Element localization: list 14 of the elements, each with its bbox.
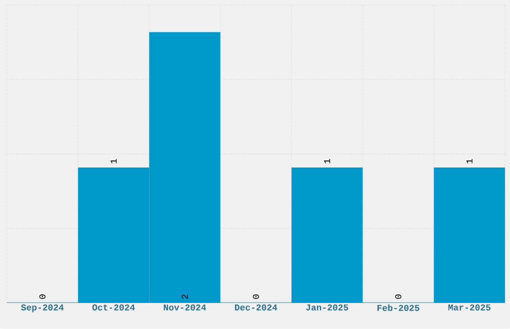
x-tick-label: Sep-2024 <box>21 304 64 312</box>
x-tick-label: Oct-2024 <box>92 304 135 311</box>
data-label: 2 <box>182 294 188 299</box>
data-label: 0 <box>395 294 402 299</box>
x-tick-label: Feb-2025 <box>377 304 420 312</box>
data-label: 0 <box>39 294 46 299</box>
x-tick-label: Nov-2024 <box>164 304 206 311</box>
data-label: 1 <box>110 159 117 164</box>
x-tick-label: Dec-2024 <box>235 304 278 311</box>
data-label: 1 <box>466 159 472 164</box>
x-tick-label: Jan-2025 <box>306 304 348 311</box>
x-tick-label: Mar-2025 <box>448 304 490 311</box>
data-label: 1 <box>324 159 330 164</box>
data-label: 0 <box>252 294 259 299</box>
